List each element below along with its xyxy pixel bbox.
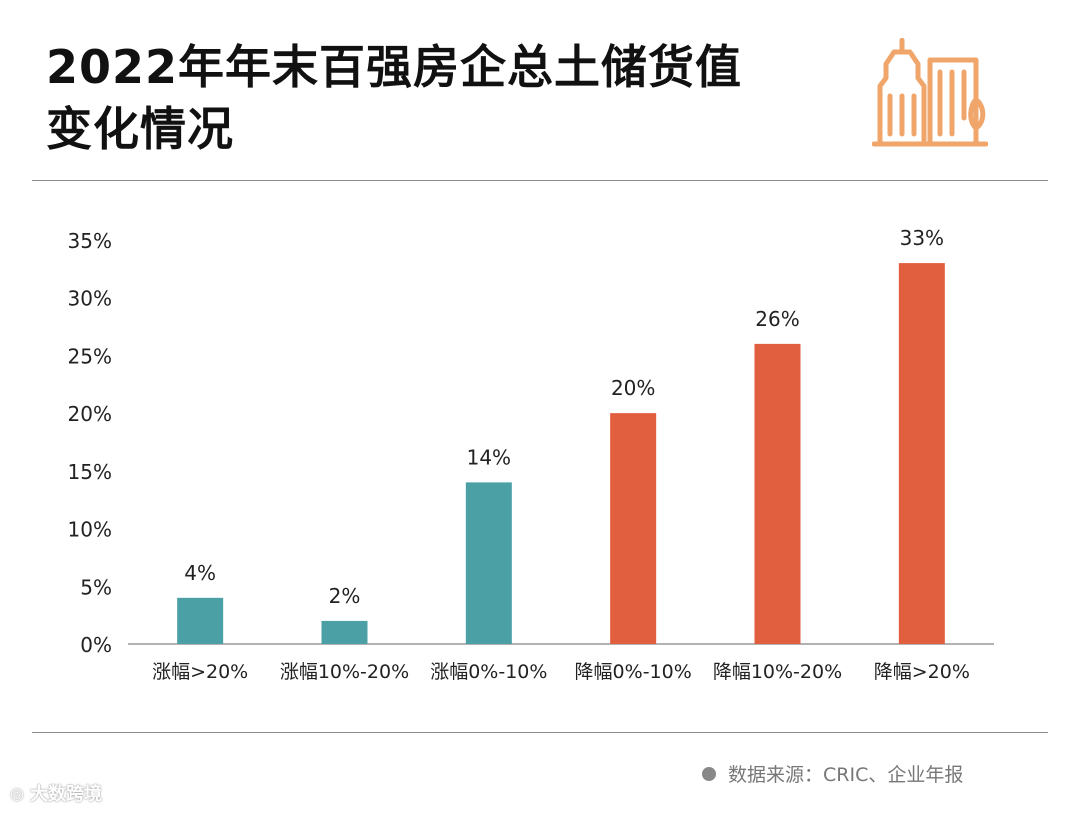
x-tick-label: 涨幅>20% (152, 661, 248, 683)
bar (898, 263, 945, 644)
y-tick-label: 30% (68, 287, 112, 311)
bullet-dot-icon (702, 766, 716, 781)
source-text: 数据来源：CRIC、企业年报 (728, 764, 964, 786)
data-label: 33% (900, 226, 944, 250)
source-note: 数据来源：CRIC、企业年报 (702, 760, 963, 787)
x-tick-label: 降幅10%-20% (713, 661, 842, 683)
watermark: ◎ 大数跨境 (10, 780, 102, 806)
bottom-divider (32, 732, 1048, 733)
building-icon (872, 38, 988, 147)
y-tick-label: 35% (68, 229, 112, 253)
top-divider (32, 180, 1048, 181)
chart-title-line2: 变化情况 (46, 102, 234, 156)
bar-chart: 0% 5% 10% 15% 20% 25% 30% 35% 4% 涨幅>20% 2% 涨幅10%-20… (68, 226, 994, 683)
bar (177, 597, 224, 644)
data-label: 14% (467, 445, 511, 469)
y-tick-label: 15% (68, 460, 112, 484)
chart-title-line1: 2022年年末百强房企总土储货值 (46, 40, 743, 94)
y-tick-label: 25% (68, 344, 112, 368)
data-label: 2% (329, 584, 361, 608)
watermark-logo-icon: ◎ (10, 783, 24, 803)
bar (610, 413, 657, 644)
y-tick-label: 5% (80, 575, 112, 599)
bar (465, 482, 512, 644)
x-tick-label: 降幅0%-10% (575, 661, 692, 683)
chart-title: 2022年年末百强房企总土储货值 变化情况 (46, 36, 742, 160)
watermark-text: 大数跨境 (29, 784, 102, 805)
x-tick-label: 降幅>20% (874, 661, 970, 683)
y-tick-label: 20% (68, 402, 112, 426)
x-tick-label: 涨幅0%-10% (430, 661, 547, 683)
y-tick-label: 10% (68, 518, 112, 542)
y-tick-label: 0% (80, 633, 112, 657)
bar (321, 620, 368, 644)
x-tick-label: 涨幅10%-20% (280, 661, 409, 683)
data-label: 20% (611, 376, 655, 400)
data-label: 4% (184, 561, 216, 585)
data-label: 26% (755, 307, 799, 331)
bar (754, 343, 801, 644)
